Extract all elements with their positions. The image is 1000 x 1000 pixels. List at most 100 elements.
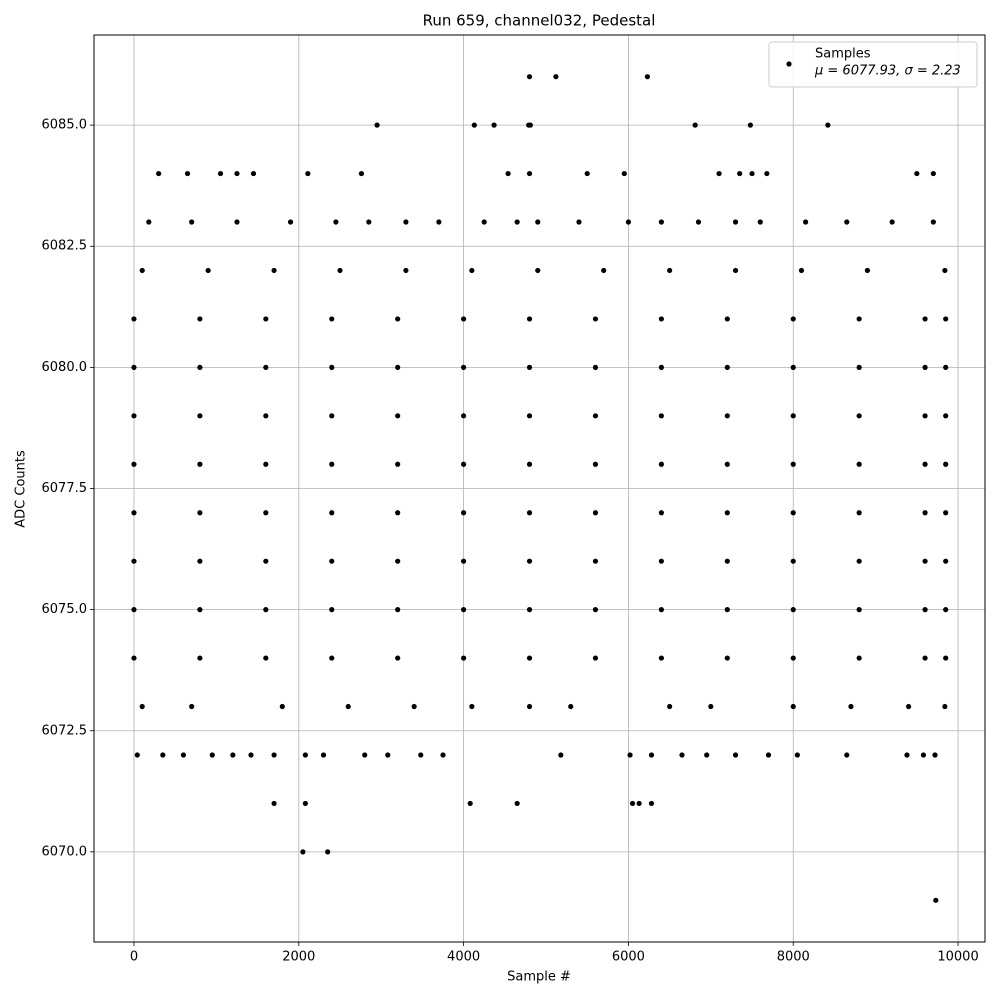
data-point xyxy=(644,74,650,80)
data-point xyxy=(790,413,796,419)
data-point xyxy=(844,752,850,758)
data-point xyxy=(592,558,599,564)
data-point xyxy=(271,800,277,807)
x-tick-label: 0 xyxy=(130,950,138,965)
data-point xyxy=(802,219,809,225)
data-point xyxy=(942,703,948,710)
data-point xyxy=(263,461,269,467)
data-point xyxy=(930,219,936,225)
data-point xyxy=(943,461,949,467)
data-point xyxy=(263,558,269,564)
data-point xyxy=(287,219,294,225)
data-point xyxy=(906,703,912,710)
data-point xyxy=(329,364,335,370)
data-point xyxy=(329,558,335,564)
data-point xyxy=(648,752,655,758)
data-point xyxy=(856,413,862,419)
data-point xyxy=(131,655,137,661)
data-point xyxy=(658,316,664,322)
data-point xyxy=(461,558,467,564)
data-point xyxy=(481,219,487,225)
data-point xyxy=(724,607,730,613)
data-point xyxy=(526,510,533,516)
data-point xyxy=(629,800,636,807)
data-point xyxy=(469,703,475,710)
data-point xyxy=(139,267,145,274)
data-point xyxy=(636,800,642,807)
data-point xyxy=(461,607,467,613)
data-point xyxy=(568,703,574,710)
data-point xyxy=(692,122,698,128)
data-point xyxy=(732,267,739,274)
data-point xyxy=(230,752,236,758)
data-point xyxy=(625,219,632,225)
data-point xyxy=(592,364,599,370)
data-point xyxy=(329,655,335,661)
data-point xyxy=(621,170,627,177)
data-point xyxy=(205,267,211,274)
data-point xyxy=(658,461,664,467)
data-point xyxy=(825,122,831,128)
data-point xyxy=(724,413,730,419)
y-tick-label: 6085.0 xyxy=(42,118,88,133)
data-point xyxy=(732,219,739,225)
data-point xyxy=(329,607,335,613)
data-point xyxy=(362,752,368,758)
x-tick-label: 6000 xyxy=(612,950,645,965)
data-point xyxy=(790,364,796,370)
data-point xyxy=(526,364,533,370)
y-tick-label: 6077.5 xyxy=(42,481,88,496)
data-point xyxy=(197,364,203,370)
x-tick-label: 10000 xyxy=(937,950,978,965)
data-point xyxy=(695,219,702,225)
data-point xyxy=(146,219,152,225)
data-point xyxy=(601,267,607,274)
data-point xyxy=(526,461,533,467)
data-point xyxy=(491,122,497,128)
y-tick-label: 6070.0 xyxy=(42,844,88,859)
data-point xyxy=(461,461,467,467)
data-point xyxy=(197,316,203,322)
data-point xyxy=(724,655,730,661)
data-point xyxy=(411,703,417,710)
data-point xyxy=(302,800,308,807)
data-point xyxy=(584,170,590,177)
data-point xyxy=(922,364,928,370)
data-point xyxy=(535,267,541,274)
y-tick-label: 6075.0 xyxy=(42,602,88,617)
data-point xyxy=(263,316,269,322)
data-point xyxy=(747,122,753,128)
data-point xyxy=(131,316,137,322)
data-point xyxy=(932,752,938,758)
data-point xyxy=(131,413,137,419)
data-point xyxy=(930,170,936,177)
data-point xyxy=(395,510,401,516)
data-point xyxy=(395,413,401,419)
data-point xyxy=(592,316,599,322)
data-point xyxy=(337,267,343,274)
data-point xyxy=(526,170,533,177)
data-point xyxy=(329,461,335,467)
data-point xyxy=(856,316,862,322)
data-point xyxy=(765,752,772,758)
data-point xyxy=(648,800,655,807)
data-point xyxy=(131,558,137,564)
data-point xyxy=(658,510,664,516)
data-point xyxy=(864,267,871,274)
data-point xyxy=(764,170,770,177)
data-point xyxy=(790,607,796,613)
data-point xyxy=(856,558,862,564)
data-point xyxy=(358,170,365,177)
data-point xyxy=(856,510,862,516)
data-point xyxy=(848,703,854,710)
data-point xyxy=(279,703,285,710)
x-axis-label: Sample # xyxy=(507,970,571,985)
data-point xyxy=(708,703,714,710)
x-tick-label: 8000 xyxy=(777,950,810,965)
data-point xyxy=(592,655,599,661)
data-point xyxy=(526,607,533,613)
data-point xyxy=(395,558,401,564)
data-point xyxy=(667,267,673,274)
data-point xyxy=(724,364,730,370)
data-point xyxy=(395,461,401,467)
